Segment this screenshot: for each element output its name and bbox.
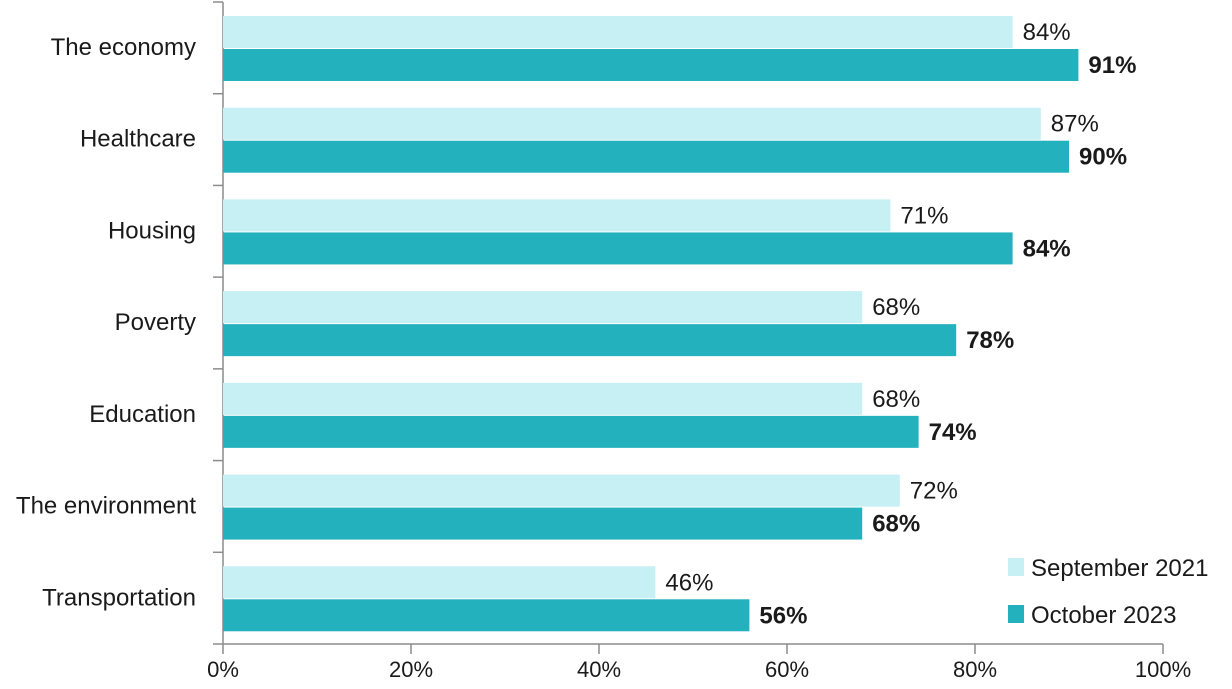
bars (223, 16, 1079, 632)
bar-healthcare-september-2021 (223, 107, 1041, 140)
bar-poverty-october-2023 (223, 324, 957, 357)
x-tick-label: 40% (577, 657, 621, 682)
legend-label-october-2023: October 2023 (1031, 602, 1176, 629)
bar-healthcare-october-2023 (223, 140, 1069, 173)
category-label-poverty: Poverty (115, 309, 196, 336)
value-label-housing-september-2021: 71% (900, 202, 948, 229)
value-label-the-environment-september-2021: 72% (910, 478, 958, 505)
bar-the-economy-october-2023 (223, 49, 1079, 81)
value-label-the-environment-october-2023: 68% (872, 511, 920, 538)
bar-housing-september-2021 (223, 199, 891, 232)
value-label-transportation-september-2021: 46% (665, 569, 713, 596)
bar-housing-october-2023 (223, 232, 1013, 265)
x-tick-label: 100% (1135, 657, 1191, 682)
legend-swatch-october-2023 (1008, 605, 1024, 623)
category-label-healthcare: Healthcare (80, 126, 196, 153)
value-label-the-economy-september-2021: 84% (1023, 19, 1071, 46)
category-labels: The economy Healthcare Housing Poverty Educa… (16, 34, 196, 611)
value-label-housing-october-2023: 84% (1023, 235, 1071, 262)
category-label-transportation: Transportation (42, 584, 196, 611)
bar-poverty-september-2021 (223, 291, 863, 324)
value-label-poverty-september-2021: 68% (872, 294, 920, 321)
value-label-healthcare-october-2023: 90% (1079, 144, 1127, 171)
category-label-the-economy: The economy (51, 34, 196, 61)
legend: September 2021 October 2023 (1008, 555, 1208, 629)
value-label-transportation-october-2023: 56% (759, 602, 807, 629)
x-tick-label: 80% (953, 657, 997, 682)
bar-transportation-october-2023 (223, 599, 750, 632)
x-tick-label: 0% (207, 657, 239, 682)
category-label-housing: Housing (108, 217, 196, 244)
legend-swatch-september-2021 (1008, 558, 1024, 576)
x-tick-label: 20% (389, 657, 433, 682)
value-label-education-october-2023: 74% (929, 419, 977, 446)
category-label-education: Education (89, 401, 196, 428)
value-label-the-economy-october-2023: 91% (1088, 52, 1136, 79)
x-tick-labels: 0% 20% 40% 60% 80% 100% (207, 657, 1191, 682)
value-label-poverty-october-2023: 78% (966, 327, 1014, 354)
bar-the-economy-september-2021 (223, 16, 1013, 48)
legend-label-september-2021: September 2021 (1031, 555, 1208, 582)
bar-the-environment-october-2023 (223, 507, 863, 540)
value-labels: 84% 91% 87% 90% 71% 84% 68% 78% 68% 74% 72% 68% 46% 5… (665, 19, 1136, 629)
bar-education-september-2021 (223, 382, 863, 415)
value-label-education-september-2021: 68% (872, 386, 920, 413)
category-label-the-environment: The environment (16, 493, 196, 520)
x-tick-label: 60% (765, 657, 809, 682)
bar-transportation-september-2021 (223, 566, 656, 599)
bar-the-environment-september-2021 (223, 474, 900, 507)
bar-education-october-2023 (223, 415, 919, 448)
value-label-healthcare-september-2021: 87% (1051, 111, 1099, 138)
